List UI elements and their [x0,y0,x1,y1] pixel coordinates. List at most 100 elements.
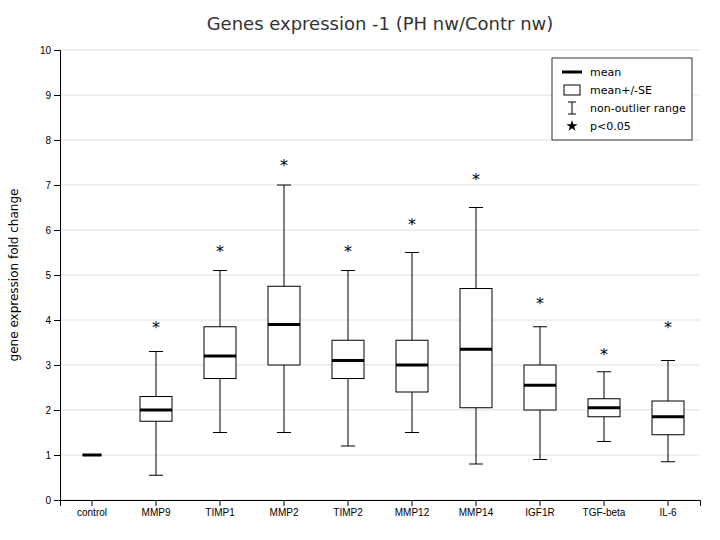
whisker-cap [597,371,611,372]
legend-icon [564,85,580,95]
legend-icon [566,120,577,131]
y-axis-line [54,51,61,501]
y-tick: 1 [45,450,60,461]
significance-star: * [408,215,416,234]
y-tick-label: 10 [40,45,52,56]
whisker-cap [149,475,163,476]
whisker-cap [597,441,611,442]
whisker-cap [533,326,547,327]
y-tick: 8 [45,135,60,146]
y-tick-mark [54,95,60,96]
y-tick: 5 [45,270,60,281]
x-tick-mark [604,500,605,506]
y-tick: 0 [45,495,60,506]
y-tick-mark [54,500,60,501]
x-axis: control MMP9 TIMP1 MMP2 TIMP2 MMP12 MMP14 IGF1R… [61,500,701,518]
mean-line [268,323,300,326]
x-tick-label: MMP2 [270,507,299,518]
significance-star: * [536,294,544,313]
legend-label: non-outlier range [590,102,686,115]
grid-line [60,230,700,231]
x-tick: MMP2 [270,500,299,518]
x-tick-mark [284,500,285,506]
legend-label: p<0.05 [590,120,631,133]
mean-line [396,364,428,367]
y-tick-label: 1 [45,450,51,461]
y-tick-label: 8 [45,135,51,146]
x-tick-label: IGF1R [525,507,554,518]
mean-line [588,406,620,409]
y-tick: 9 [45,90,60,101]
y-tick-mark [54,140,60,141]
y-tick-mark [54,50,60,51]
se-box [396,340,428,392]
whisker-cap [213,432,227,433]
y-tick: 2 [45,405,60,416]
x-tick-label: TIMP1 [205,507,235,518]
x-tick: TGF-beta [583,500,626,518]
whisker-cap [277,432,291,433]
y-tick-mark [54,365,60,366]
legend: meanmean+/-SEnon-outlier rangep<0.05 [552,58,692,140]
whisker-cap [213,270,227,271]
y-tick-mark [54,185,60,186]
x-tick-label: TIMP2 [333,507,363,518]
mean-line [204,355,236,358]
grid-line [60,50,700,51]
whisker-cap [341,270,355,271]
legend-icon [572,102,573,114]
y-tick-label: 2 [45,405,51,416]
y-tick: 6 [45,225,60,236]
y-tick-mark [54,275,60,276]
legend-icon [562,71,582,74]
whisker-cap [661,461,675,462]
x-tick: MMP12 [395,500,430,518]
se-box [332,340,364,378]
significance-star: * [664,318,672,337]
y-tick: 7 [45,180,60,191]
whisker-cap [405,432,419,433]
whisker-cap [661,360,675,361]
y-tick-mark [54,410,60,411]
se-box [652,401,684,435]
x-tick: MMP14 [459,500,494,518]
legend-icon [568,102,576,103]
mean-line [460,348,492,351]
significance-star: * [280,156,288,175]
y-tick: 3 [45,360,60,371]
mean-line [82,454,101,457]
whisker-cap [149,351,163,352]
se-box [524,365,556,410]
whisker-cap [469,207,483,208]
x-tick-label: IL-6 [659,507,677,518]
grid-line [60,185,700,186]
x-tick-label: MMP14 [459,507,494,518]
x-tick-label: MMP9 [142,507,171,518]
whisker-cap [341,446,355,447]
grid-line [60,275,700,276]
x-tick: control [77,500,107,518]
y-tick-label: 9 [45,90,51,101]
y-tick: 10 [40,45,60,56]
x-tick-mark [348,500,349,506]
y-tick-mark [54,320,60,321]
se-box [204,327,236,379]
y-tick-mark [54,230,60,231]
whisker-cap [405,252,419,253]
mean-line [332,359,364,362]
grid [60,50,700,500]
significance-star: * [472,170,480,189]
significance-star: * [152,318,160,337]
mean-line [652,415,684,418]
significance-star: * [600,345,608,364]
x-tick-mark [156,500,157,506]
mean-line [524,384,556,387]
x-tick: TIMP2 [333,500,363,518]
legend-frame [552,58,692,140]
x-tick-label: TGF-beta [583,507,626,518]
x-axis-line [61,501,701,507]
marks [82,185,684,475]
legend-label: mean+/-SE [590,84,652,97]
y-tick-label: 7 [45,180,51,191]
whisker-cap [277,185,291,186]
